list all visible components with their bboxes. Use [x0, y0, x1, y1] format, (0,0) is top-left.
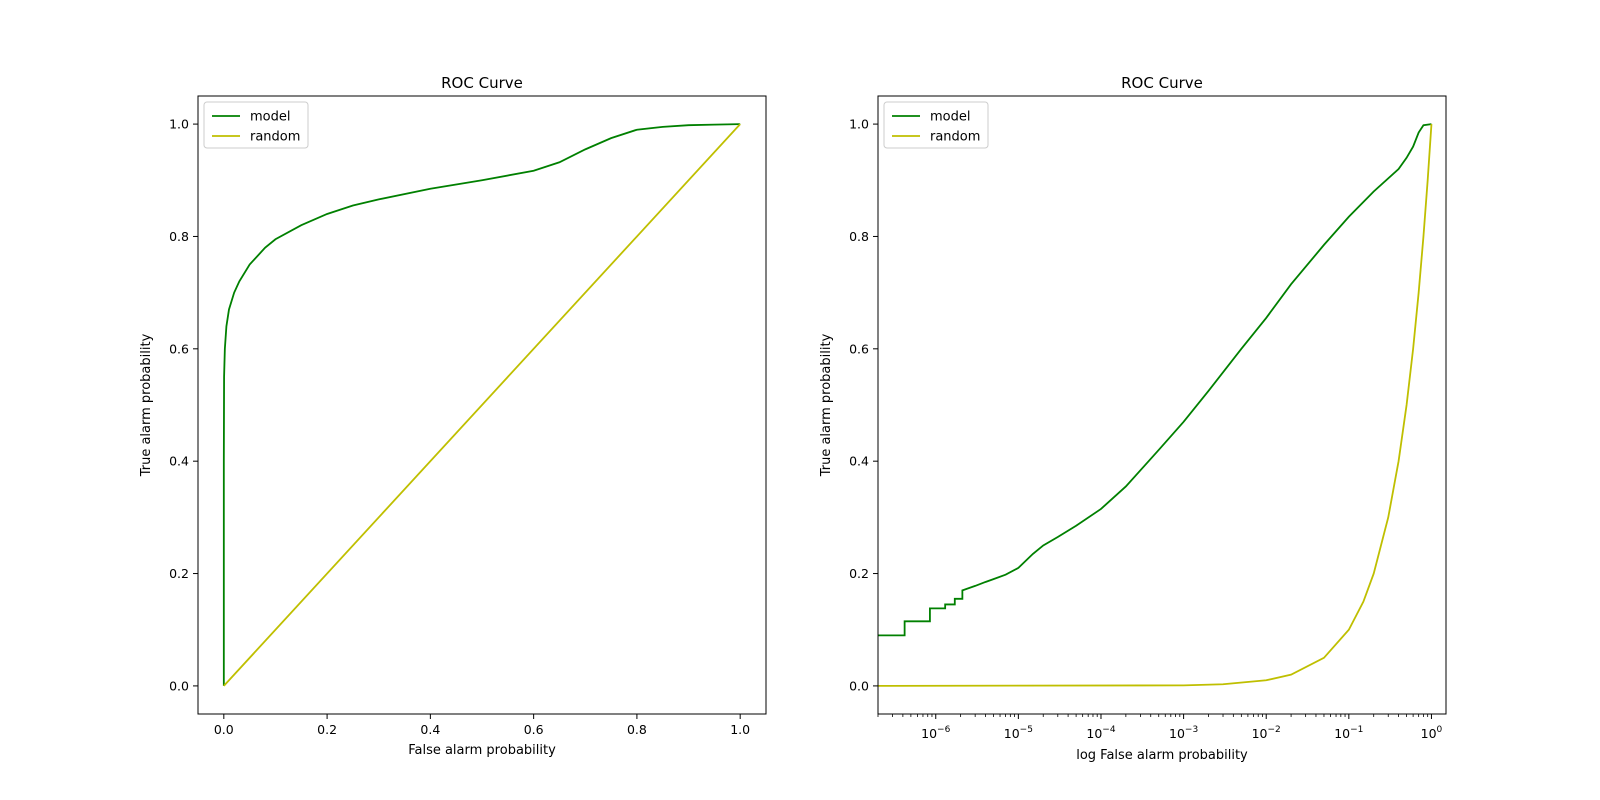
- y-tick-label: 0.8: [169, 229, 189, 244]
- legend: model random: [883, 101, 989, 149]
- legend: model random: [203, 101, 309, 149]
- legend-label-random: random: [930, 130, 980, 145]
- x-tick-label: 0.6: [524, 722, 544, 737]
- x-tick-label: 10−6: [921, 725, 950, 741]
- x-tick-label: 10−5: [1004, 725, 1033, 741]
- y-tick-label: 1.0: [849, 117, 869, 132]
- x-tick-label-exponent: −2: [1268, 725, 1281, 735]
- x-tick-label-base: 10: [1086, 726, 1102, 741]
- x-tick-label-base: 10: [1252, 726, 1268, 741]
- y-tick-label: 0.2: [169, 566, 189, 581]
- x-tick-label: 10−2: [1252, 725, 1281, 741]
- x-tick-label: 1.0: [730, 722, 750, 737]
- y-axis-label: True alarm probability: [139, 333, 154, 477]
- y-tick-label: 0.8: [849, 229, 869, 244]
- chart-title: ROC Curve: [1121, 74, 1203, 92]
- x-tick-label-exponent: −6: [937, 725, 951, 735]
- y-tick-label: 0.2: [849, 566, 869, 581]
- roc-chart-linear: ROC Curve 0.0 0.2 0.4 0.6 0.8 1.0 0.0 0.2 0.4 0.6 0…: [139, 74, 767, 758]
- series-line-random: [223, 123, 741, 687]
- x-tick-label: 10−4: [1086, 725, 1115, 741]
- legend-label-random: random: [250, 130, 300, 145]
- x-tick-label: 100: [1421, 725, 1443, 741]
- x-tick-label-exponent: −3: [1185, 725, 1198, 735]
- y-tick-label: 0.4: [849, 454, 869, 469]
- series-line-model: [878, 123, 1432, 637]
- x-tick-label: 0.4: [420, 722, 440, 737]
- y-axis-label: True alarm probability: [819, 333, 834, 477]
- x-tick-label-base: 10: [1334, 726, 1350, 741]
- x-tick-label: 0.8: [627, 722, 647, 737]
- y-tick-label: 0.4: [169, 454, 189, 469]
- y-tick-label: 0.0: [849, 678, 869, 693]
- x-tick-label-exponent: −1: [1350, 725, 1363, 735]
- plot-area-frame: [197, 95, 767, 715]
- x-axis-label: log False alarm probability: [1076, 748, 1248, 763]
- x-tick-label-exponent: 0: [1437, 725, 1443, 735]
- y-tick-label: 0.0: [169, 678, 189, 693]
- x-tick-label: 0.2: [317, 722, 337, 737]
- x-tick-label: 10−1: [1334, 725, 1363, 741]
- x-tick-label-base: 10: [1421, 726, 1437, 741]
- legend-label-model: model: [250, 110, 290, 125]
- y-tick-label: 1.0: [169, 117, 189, 132]
- series-line-random: [878, 124, 1433, 687]
- plot-area-frame: [877, 95, 1447, 715]
- legend-label-model: model: [930, 110, 970, 125]
- series-line-model: [222, 123, 741, 686]
- x-axis-label: False alarm probability: [408, 743, 556, 758]
- chart-title: ROC Curve: [441, 74, 523, 92]
- y-tick-label: 0.6: [849, 341, 869, 356]
- x-tick-label-base: 10: [1169, 726, 1185, 741]
- x-tick-label-base: 10: [921, 726, 937, 741]
- y-tick-label: 0.6: [169, 341, 189, 356]
- x-tick-label: 10−3: [1169, 725, 1198, 741]
- x-tick-label-exponent: −5: [1020, 725, 1033, 735]
- x-tick-label-exponent: −4: [1102, 725, 1116, 735]
- x-tick-label: 0.0: [214, 722, 234, 737]
- x-tick-label-base: 10: [1004, 726, 1020, 741]
